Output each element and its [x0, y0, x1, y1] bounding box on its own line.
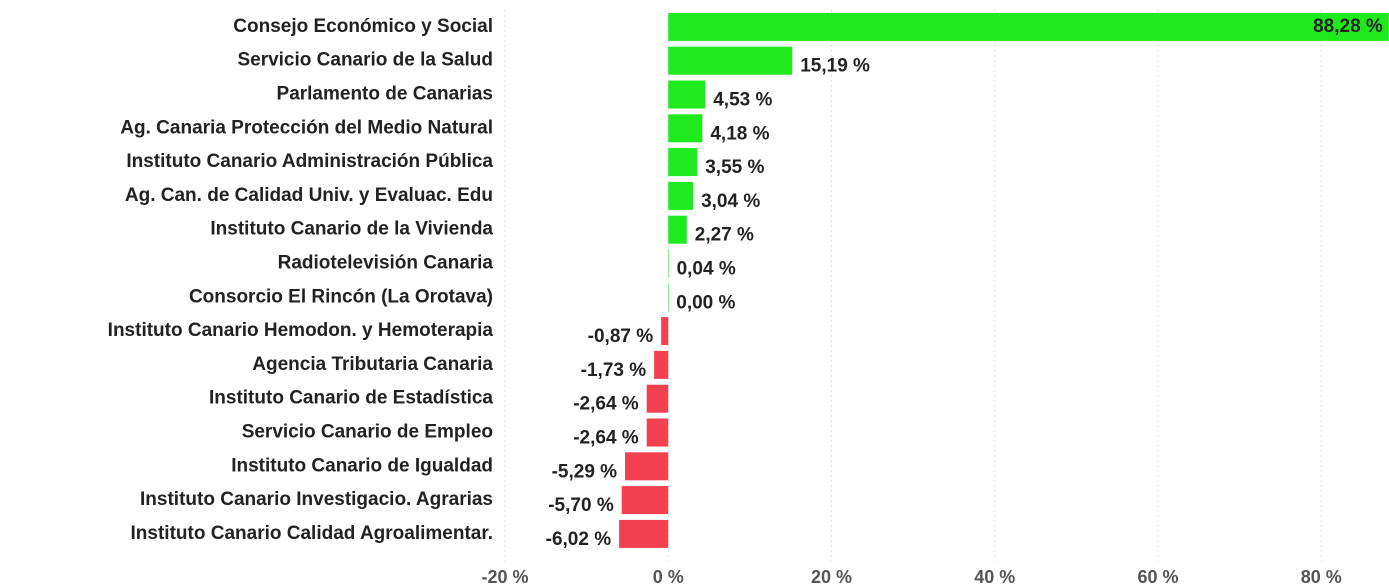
x-tick-label: 0 % [653, 567, 684, 584]
y-tick-label: Consorcio El Rincón (La Orotava) [189, 286, 493, 307]
value-label: 0,00 % [676, 292, 735, 313]
x-tick-label: 60 % [1137, 567, 1178, 584]
value-label: 2,27 % [695, 225, 754, 246]
y-tick-label: Instituto Canario Hemodon. y Hemoterapia [108, 320, 494, 341]
value-label: 4,18 % [710, 123, 769, 144]
value-label: 3,55 % [705, 157, 764, 178]
value-label: 0,04 % [677, 259, 736, 280]
bar [621, 486, 669, 515]
y-tick-label: Agencia Tributaria Canaria [252, 354, 493, 375]
value-label: -5,70 % [548, 495, 614, 516]
bar [619, 519, 669, 548]
bar [646, 418, 669, 447]
y-tick-label: Ag. Canaria Protección del Medio Natural [120, 117, 493, 138]
bar [668, 80, 706, 109]
value-label: 3,04 % [701, 191, 760, 212]
x-tick-label: 20 % [811, 567, 852, 584]
y-tick-label: Instituto Canario Administración Pública [126, 151, 493, 172]
x-tick-label: 80 % [1301, 567, 1342, 584]
bar [668, 283, 669, 312]
x-tick-label: -20 % [481, 567, 528, 584]
value-label: 88,28 % [1313, 16, 1383, 37]
bar [668, 46, 793, 75]
bar [661, 317, 669, 346]
value-label: 15,19 % [800, 56, 870, 77]
bar [668, 181, 694, 210]
y-tick-label: Instituto Canario Investigacio. Agrarias [140, 489, 493, 510]
bar [668, 148, 698, 177]
y-tick-label: Instituto Canario de Estadística [209, 388, 493, 409]
value-label: -2,64 % [573, 394, 639, 415]
bar [654, 350, 669, 379]
y-tick-label: Parlamento de Canarias [277, 84, 493, 105]
bar [668, 215, 687, 244]
value-label: -5,29 % [552, 461, 618, 482]
x-tick-label: 40 % [974, 567, 1015, 584]
bar [625, 452, 669, 481]
bar [668, 249, 669, 278]
y-tick-label: Radiotelevisión Canaria [278, 253, 494, 274]
bar [668, 12, 1389, 41]
value-label: -6,02 % [546, 529, 612, 550]
y-tick-label: Servicio Canario de Empleo [242, 422, 493, 443]
bar [668, 114, 703, 143]
y-tick-label: Instituto Canario Calidad Agroalimentar. [131, 523, 493, 544]
value-label: -2,64 % [573, 428, 639, 449]
value-label: -0,87 % [588, 326, 654, 347]
bar [646, 384, 669, 413]
y-tick-label: Instituto Canario de Igualdad [231, 455, 493, 476]
y-tick-label: Consejo Económico y Social [233, 16, 493, 37]
y-tick-label: Instituto Canario de la Vivienda [210, 219, 493, 240]
value-label: 4,53 % [713, 90, 772, 111]
y-tick-label: Ag. Can. de Calidad Univ. y Evaluac. Edu [125, 185, 493, 206]
y-tick-label: Servicio Canario de la Salud [237, 50, 493, 71]
value-label: -1,73 % [581, 360, 647, 381]
